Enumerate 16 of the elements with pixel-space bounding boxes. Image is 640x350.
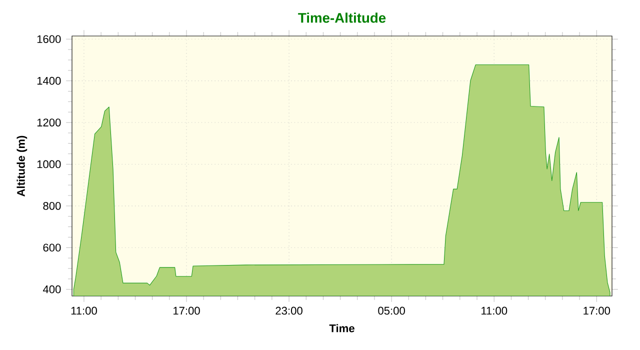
x-tick-label: 11:00 — [71, 306, 97, 315]
x-tick-label: 17:00 — [173, 306, 200, 315]
y-tick-label: 1600 — [37, 35, 61, 44]
x-tick-label: 23:00 — [276, 306, 302, 315]
y-tick-label: 1200 — [37, 118, 61, 126]
y-tick-label: 600 — [43, 244, 61, 252]
y-tick-label: 1400 — [37, 76, 61, 85]
x-tick-label: 11:00 — [482, 306, 508, 315]
y-axis-title: Altitude (m) — [16, 136, 28, 196]
y-tick-label: 400 — [42, 285, 61, 294]
chart-title: Time-Altitude — [298, 12, 386, 23]
x-axis-title: Time — [329, 324, 354, 332]
y-tick-label: 800 — [43, 202, 61, 210]
y-tick-label: 1000 — [37, 160, 61, 168]
x-tick-label: 05:00 — [378, 306, 405, 315]
x-tick-label: 17:00 — [584, 306, 610, 315]
